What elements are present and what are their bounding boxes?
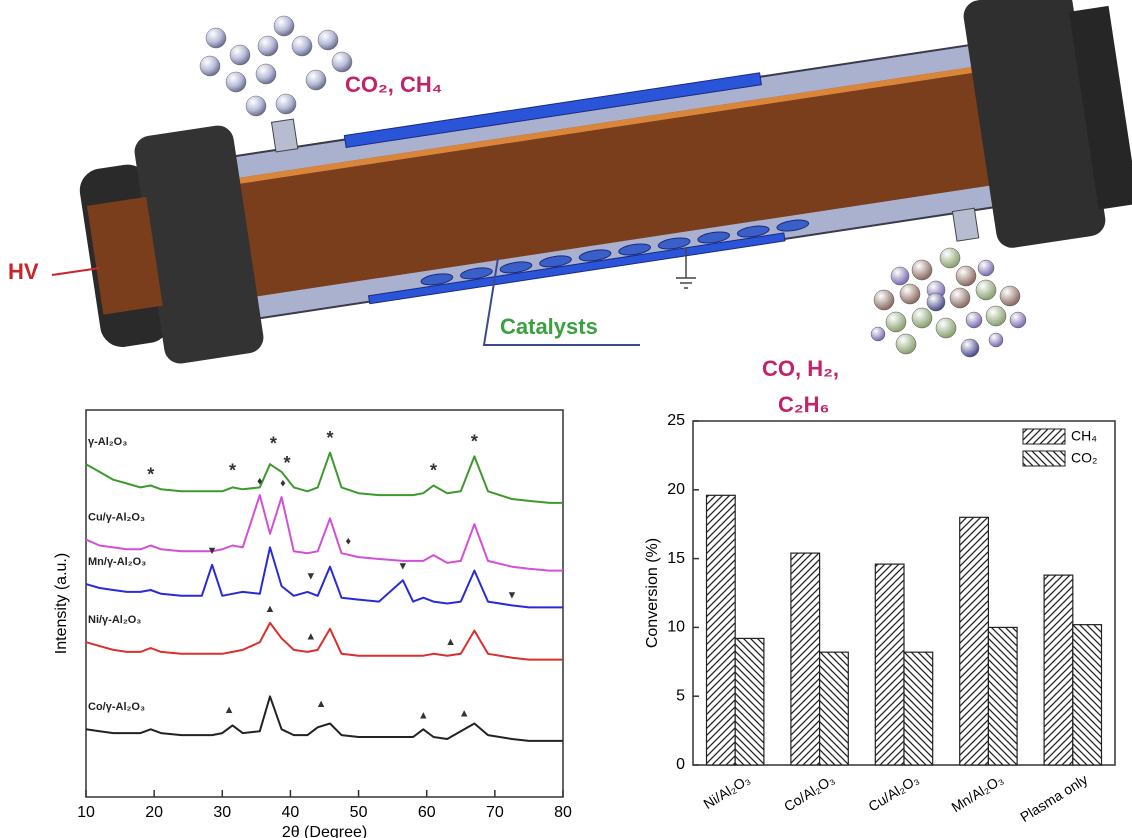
product-molecules <box>871 248 1026 357</box>
legend-swatch <box>1023 451 1065 466</box>
bar <box>988 627 1017 765</box>
reactant-molecules <box>200 16 352 116</box>
x-tick-label: 60 <box>418 804 436 821</box>
x-tick-label: Ni/Al₂O₃ <box>701 771 753 812</box>
catalyst-label: Catalysts <box>500 314 598 339</box>
x-axis-label: 2θ (Degree) <box>282 824 367 838</box>
x-tick-label: 20 <box>145 804 163 821</box>
legend-label: CH₄ <box>1071 428 1097 444</box>
peak-marker: ▼ <box>397 561 408 573</box>
peak-marker: ▲ <box>316 698 327 710</box>
x-tick-label: Mn/Al₂O₃ <box>948 771 1006 815</box>
x-tick-label: 70 <box>486 804 504 821</box>
product-label: CO, H₂, <box>762 356 839 381</box>
peak-marker: * <box>229 461 236 481</box>
x-tick-label: Plasma only <box>1017 771 1090 825</box>
series-label: Cu/γ-Al₂O₃ <box>88 512 145 524</box>
feed-label: CO₂, CH₄ <box>345 72 442 97</box>
series-label: Mn/γ-Al₂O₃ <box>88 556 146 568</box>
series-label: Ni/γ-Al₂O₃ <box>88 614 141 626</box>
peak-marker: * <box>326 428 333 448</box>
y-tick-label: 20 <box>667 481 685 498</box>
y-tick-label: 0 <box>676 756 685 773</box>
peak-marker: * <box>471 432 478 452</box>
bar <box>1073 625 1102 765</box>
peak-marker: ▲ <box>224 704 235 716</box>
x-tick-label: 10 <box>77 804 95 821</box>
product-label: C₂H₆ <box>778 392 830 417</box>
y-tick-label: 10 <box>667 619 685 636</box>
peak-marker: ▲ <box>418 710 429 722</box>
series-label: Co/γ-Al₂O₃ <box>88 701 145 713</box>
x-tick-label: 50 <box>350 804 368 821</box>
peak-marker: ▲ <box>265 603 276 615</box>
peak-marker: ▲ <box>459 708 470 720</box>
legend-label: CO₂ <box>1071 450 1097 466</box>
y-axis-label: Conversion (%) <box>644 538 661 648</box>
peak-marker: ▼ <box>207 545 218 557</box>
series-label: γ-Al₂O₃ <box>88 436 127 448</box>
peak-marker: ♦ <box>257 476 263 488</box>
x-tick-label: 40 <box>282 804 300 821</box>
legend-swatch <box>1023 429 1065 444</box>
x-tick-label: Co/Al₂O₃ <box>781 771 837 814</box>
bar <box>707 495 736 765</box>
peak-marker: * <box>284 453 291 473</box>
peak-marker: ▲ <box>305 630 316 642</box>
bar <box>1044 575 1073 765</box>
x-tick-label: 30 <box>213 804 231 821</box>
peak-marker: ▲ <box>445 636 456 648</box>
peak-marker: ♦ <box>280 477 286 489</box>
y-axis-label: Intensity (a.u.) <box>53 553 70 654</box>
peak-marker: ▼ <box>506 590 517 602</box>
peak-marker: ▼ <box>305 570 316 582</box>
x-tick-label: Cu/Al₂O₃ <box>865 771 921 814</box>
bar <box>875 564 904 765</box>
xrd-line <box>86 547 563 607</box>
y-tick-label: 15 <box>667 550 685 567</box>
peak-marker: * <box>430 461 437 481</box>
xrd-line <box>86 623 563 660</box>
bar <box>735 638 764 765</box>
bar <box>960 517 989 765</box>
bar <box>820 652 849 765</box>
xrd-line <box>86 453 563 503</box>
bar <box>904 652 933 765</box>
y-tick-label: 5 <box>676 687 685 704</box>
peak-marker: * <box>147 465 154 485</box>
peak-marker: * <box>270 434 277 454</box>
bar <box>791 553 820 765</box>
y-tick-label: 25 <box>667 412 685 429</box>
x-tick-label: 80 <box>554 804 572 821</box>
figure: CO₂, CH₄ HV Catalysts CO, H₂, C₂H₆ 10 20 3… <box>0 0 1132 838</box>
peak-marker: ♦ <box>346 535 352 547</box>
hv-label: HV <box>8 259 39 284</box>
xrd-line <box>86 495 563 570</box>
